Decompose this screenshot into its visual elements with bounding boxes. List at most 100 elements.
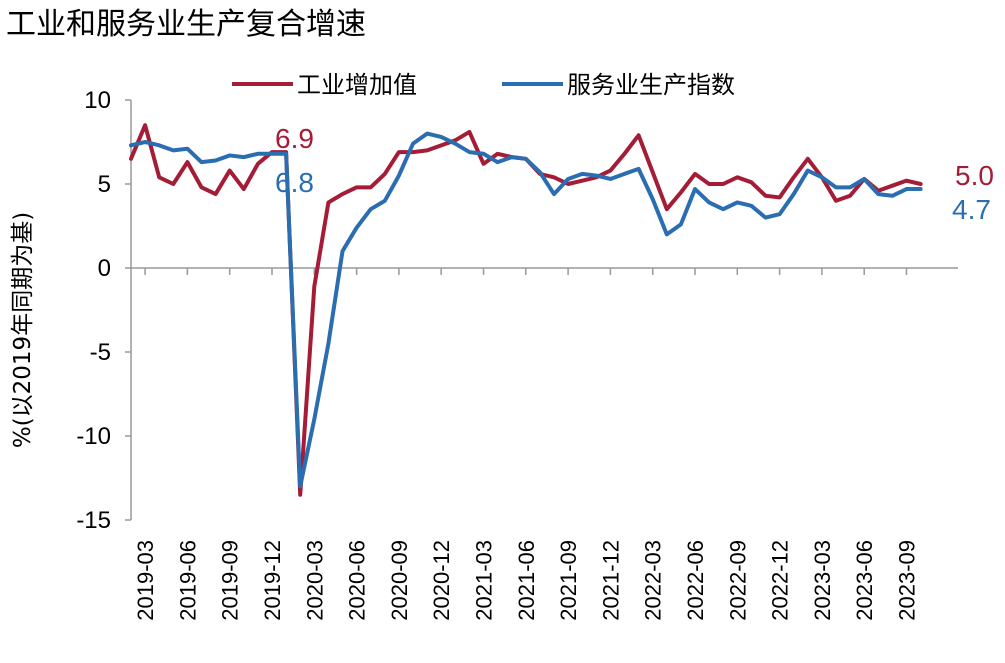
data-point-industry (552, 175, 556, 179)
data-point-services (185, 147, 189, 151)
data-label: 5.0 (955, 160, 994, 191)
data-point-services (496, 160, 500, 164)
data-point-industry (397, 150, 401, 154)
data-point-services (594, 174, 598, 178)
data-point-services (369, 207, 373, 211)
data-point-services (129, 143, 133, 147)
data-point-services (862, 177, 866, 181)
data-point-industry (326, 200, 330, 204)
data-point-services (820, 175, 824, 179)
data-point-services (171, 148, 175, 152)
data-point-services (919, 187, 923, 191)
data-point-industry (749, 180, 753, 184)
y-tick-label: -5 (90, 339, 111, 366)
annotation-layer: 6.9 6.8 5.04.7 (275, 123, 994, 225)
data-point-industry (919, 182, 923, 186)
x-tick-label: 2020-09 (387, 540, 412, 621)
data-point-industry (905, 179, 909, 183)
y-tick-label: 0 (98, 255, 111, 282)
data-point-industry (637, 133, 641, 137)
data-point-services (623, 172, 627, 176)
data-point-services (524, 157, 528, 161)
x-tick-label: 2021-03 (472, 540, 497, 621)
x-tick-label: 2023-09 (895, 540, 920, 621)
data-point-industry (834, 199, 838, 203)
data-point-industry (580, 179, 584, 183)
data-point-industry (623, 152, 627, 156)
data-point-industry (679, 190, 683, 194)
data-point-services (256, 152, 260, 156)
data-point-industry (792, 175, 796, 179)
data-point-industry (482, 162, 486, 166)
data-point-industry (608, 169, 612, 173)
data-point-services (806, 169, 810, 173)
data-point-services (665, 232, 669, 236)
y-tick-label: -15 (76, 507, 111, 534)
x-tick-label: 2019-03 (133, 540, 158, 621)
data-point-services (778, 212, 782, 216)
data-point-services (905, 187, 909, 191)
series-layer (129, 123, 923, 497)
y-tick-label: 5 (98, 171, 111, 198)
data-point-services (214, 158, 218, 162)
data-point-industry (312, 284, 316, 288)
data-point-services (651, 197, 655, 201)
data-point-services (298, 484, 302, 488)
data-point-services (326, 342, 330, 346)
x-tick-label: 2022-06 (683, 540, 708, 621)
data-point-services (580, 172, 584, 176)
data-point-services (467, 150, 471, 154)
y-axis-label: %(以2019年同期为基) (10, 212, 36, 448)
data-point-industry (185, 160, 189, 164)
data-point-services (453, 142, 457, 146)
series-line-services (129, 131, 923, 489)
data-point-industry (298, 493, 302, 497)
data-point-services (749, 204, 753, 208)
data-point-industry (467, 130, 471, 134)
data-point-services (792, 192, 796, 196)
x-tick-label: 2020-12 (429, 540, 454, 621)
data-point-services (834, 185, 838, 189)
data-point-services (890, 194, 894, 198)
data-point-industry (200, 185, 204, 189)
data-point-industry (341, 192, 345, 196)
x-tick-label: 2021-12 (598, 540, 623, 621)
data-point-industry (157, 175, 161, 179)
data-point-industry (439, 143, 443, 147)
data-point-industry (143, 123, 147, 127)
data-point-services (735, 200, 739, 204)
x-tick-label: 2023-06 (852, 540, 877, 621)
data-point-services (876, 192, 880, 196)
x-tick-label: 2019-09 (218, 540, 243, 621)
x-tick-label: 2022-03 (641, 540, 666, 621)
data-point-industry (129, 157, 133, 161)
x-tick-label: 2020-06 (345, 540, 370, 621)
x-tick-label: 2021-06 (514, 540, 539, 621)
data-point-industry (369, 185, 373, 189)
data-point-services (341, 249, 345, 253)
axes: 10 5 0 -5 -10 -15 2019-03 2019-06 2019-09 2019-12… (76, 87, 958, 621)
data-point-industry (778, 195, 782, 199)
data-point-industry (425, 148, 429, 152)
data-point-industry (665, 207, 669, 211)
data-point-services (143, 140, 147, 144)
data-point-industry (228, 169, 232, 173)
data-point-industry (848, 194, 852, 198)
data-point-services (764, 216, 768, 220)
data-point-services (707, 200, 711, 204)
data-point-services (200, 160, 204, 164)
data-point-industry (214, 192, 218, 196)
data-point-industry (707, 182, 711, 186)
data-point-services (566, 177, 570, 181)
y-tick-label: 10 (84, 87, 111, 114)
data-point-services (637, 167, 641, 171)
data-point-industry (806, 157, 810, 161)
data-point-industry (735, 175, 739, 179)
data-label: 4.7 (952, 194, 991, 225)
data-point-industry (256, 162, 260, 166)
data-point-services (552, 192, 556, 196)
data-point-services (693, 187, 697, 191)
data-point-services (538, 170, 542, 174)
data-point-services (721, 207, 725, 211)
